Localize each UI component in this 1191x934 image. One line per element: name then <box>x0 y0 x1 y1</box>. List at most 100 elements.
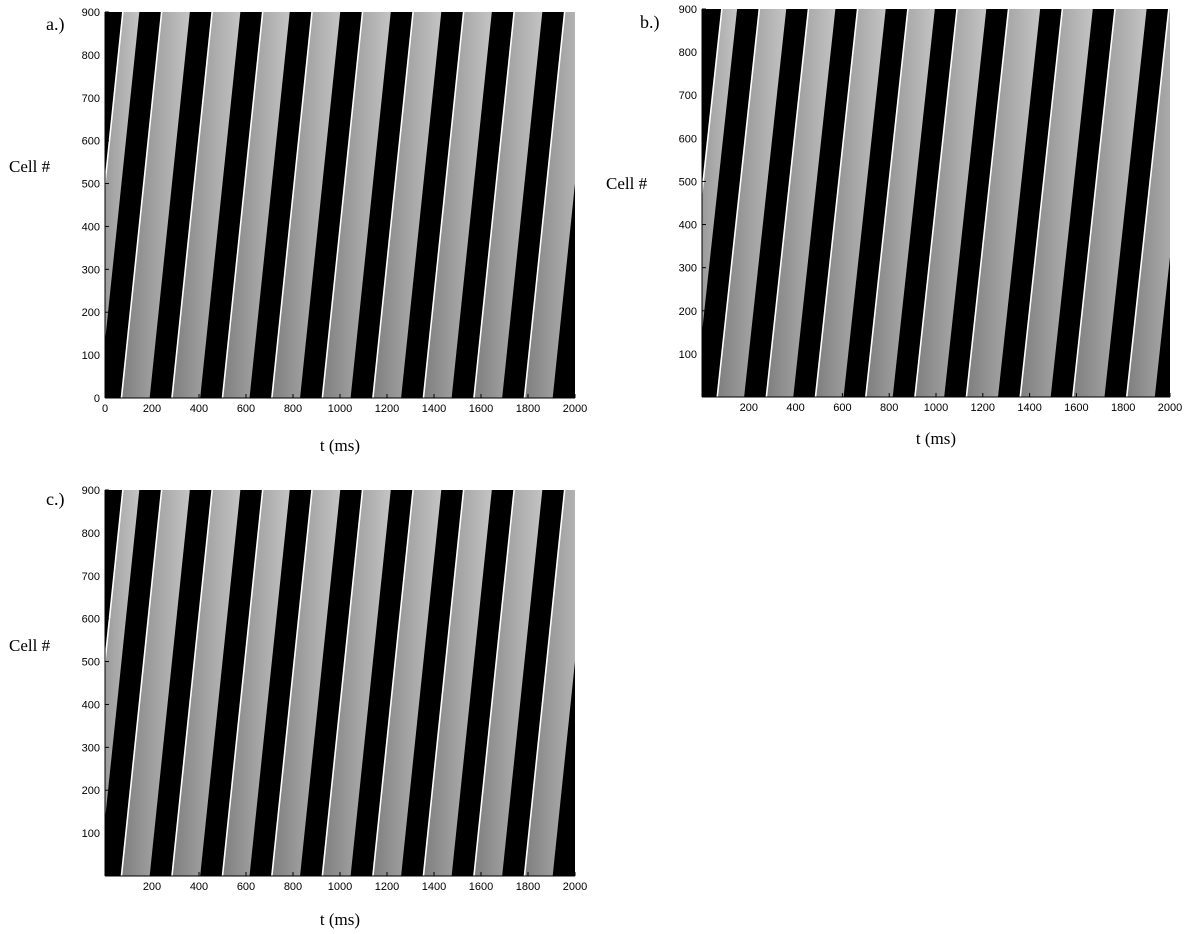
wave-front-edge <box>171 490 213 876</box>
x-tick-label: 400 <box>786 402 804 414</box>
wave-front-edge <box>523 12 566 398</box>
x-tick-label: 400 <box>190 403 208 415</box>
wave-front-edge <box>120 490 163 876</box>
wave-front-edge <box>372 490 414 876</box>
wave-band <box>524 12 575 398</box>
x-tick-label: 800 <box>284 403 302 415</box>
x-tick-label: 600 <box>237 881 255 893</box>
wave-band <box>171 12 241 398</box>
wave-front-edge <box>523 490 566 876</box>
wave-band <box>966 9 1041 397</box>
heatmap-plot-a: 0 200 400 600 800 1000 1200 1400 1600 1800 2000 0 10… <box>82 7 588 415</box>
panel-a: a.) Cell # t (ms) 0 200 400 600 800 1000 1200 1… <box>9 7 588 455</box>
wave-front-edge <box>120 12 163 398</box>
x-tick-label: 600 <box>833 402 851 414</box>
y-tick-label: 0 <box>94 393 100 405</box>
y-tick-label: 100 <box>679 349 697 361</box>
y-tick-label: 500 <box>82 179 100 191</box>
wave-band <box>271 12 341 398</box>
x-tick-label: 1600 <box>469 881 493 893</box>
x-tick-label: 400 <box>190 881 208 893</box>
heatmap-plot-b: 200 400 600 800 1000 1200 1400 1600 1800 2000 100 2… <box>679 4 1183 414</box>
wave-front-edge <box>105 12 124 192</box>
y-tick-label: 400 <box>679 220 697 232</box>
x-tick-label: 0 <box>102 403 108 415</box>
wave-band <box>815 9 886 397</box>
x-tick-label: 1000 <box>328 403 352 415</box>
wave-front-edge <box>716 9 761 397</box>
x-tick-label: 1200 <box>375 881 399 893</box>
wave-front-edge <box>473 490 515 876</box>
x-axis-title-c: t (ms) <box>320 910 360 929</box>
wave-band <box>121 490 190 876</box>
x-tick-label: 1200 <box>971 402 995 414</box>
wave-front-edge <box>221 490 264 876</box>
wave-band <box>271 490 341 876</box>
y-tick-label: 200 <box>82 785 100 797</box>
wave-band <box>1020 9 1093 397</box>
y-tick-label: 800 <box>679 47 697 59</box>
y-tick-label: 900 <box>82 7 100 19</box>
x-tick-label: 800 <box>880 402 898 414</box>
x-tick-label: 1400 <box>1017 402 1041 414</box>
x-tick-label: 2000 <box>563 403 587 415</box>
y-tick-label: 300 <box>679 263 697 275</box>
x-tick-label: 2000 <box>563 881 587 893</box>
wave-band <box>105 490 140 820</box>
y-tick-label: 200 <box>679 306 697 318</box>
x-tick-label: 800 <box>284 881 302 893</box>
wave-front-edge <box>814 9 859 397</box>
x-axis-title-b: t (ms) <box>916 429 956 448</box>
y-tick-label: 300 <box>82 264 100 276</box>
y-tick-label: 800 <box>82 528 100 540</box>
wave-front-edge <box>271 12 313 398</box>
wave-band <box>121 12 190 398</box>
wave-band <box>524 490 575 876</box>
wave-band <box>766 9 836 397</box>
y-axis-title-b: Cell # <box>606 174 648 193</box>
wave-band <box>222 490 290 876</box>
x-tick-label: 1000 <box>924 402 948 414</box>
wave-band <box>423 12 492 398</box>
wave-band <box>702 9 738 333</box>
wave-band <box>1072 9 1147 397</box>
x-tick-label: 600 <box>237 403 255 415</box>
panel-label-a: a.) <box>46 14 64 35</box>
wave-band <box>865 9 935 397</box>
x-tick-label: 2000 <box>1158 402 1182 414</box>
y-tick-label: 800 <box>82 50 100 62</box>
x-tick-label: 1800 <box>1111 402 1135 414</box>
wave-front-edge <box>422 12 465 398</box>
panel-label-c: c.) <box>46 489 64 510</box>
y-tick-label: 100 <box>82 350 100 362</box>
x-tick-label: 1600 <box>1064 402 1088 414</box>
x-tick-label: 1400 <box>422 403 446 415</box>
x-tick-label: 1400 <box>422 881 446 893</box>
x-tick-label: 1800 <box>516 403 540 415</box>
wave-band <box>423 490 492 876</box>
x-axis-title-a: t (ms) <box>320 436 360 455</box>
plot-area <box>702 9 1170 397</box>
y-tick-label: 900 <box>82 485 100 497</box>
y-tick-label: 600 <box>82 614 100 626</box>
y-tick-label: 700 <box>82 93 100 105</box>
wave-band <box>322 490 391 876</box>
wave-front-edge <box>321 12 364 398</box>
plot-area <box>105 12 575 398</box>
wave-front-edge <box>1125 9 1170 397</box>
wave-band <box>914 9 987 397</box>
plot-area <box>105 490 575 876</box>
wave-band <box>105 12 140 342</box>
y-tick-label: 400 <box>82 221 100 233</box>
y-tick-label: 300 <box>82 742 100 754</box>
wave-front-edge <box>221 12 264 398</box>
wave-band <box>717 9 787 397</box>
panel-b: b.) Cell # t (ms) 200 400 600 800 1000 1200 14… <box>606 4 1183 448</box>
y-tick-label: 700 <box>82 571 100 583</box>
y-tick-label: 400 <box>82 699 100 711</box>
y-tick-label: 700 <box>679 90 697 102</box>
x-tick-label: 1600 <box>469 403 493 415</box>
wave-front-edge <box>473 12 515 398</box>
wave-band <box>473 490 543 876</box>
